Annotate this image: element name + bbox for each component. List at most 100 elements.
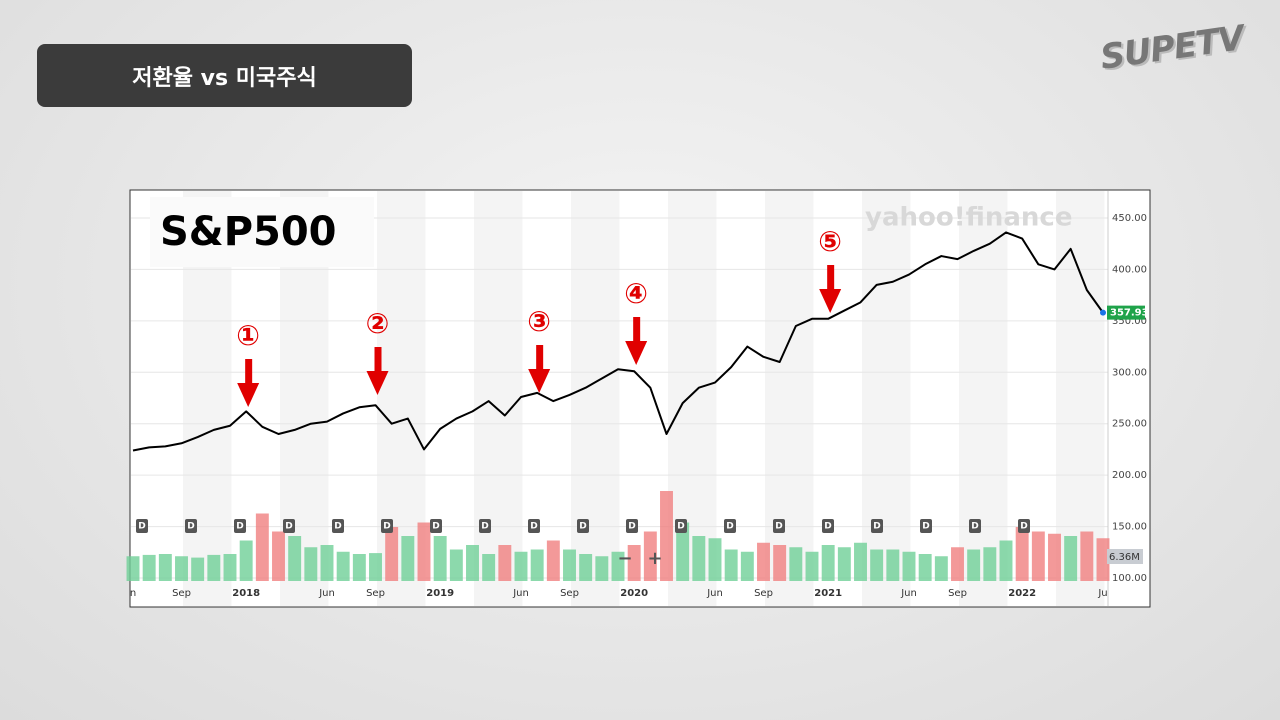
dividend-marker-bg	[920, 519, 932, 533]
y-tick-label: 150.00	[1112, 522, 1147, 533]
volume-bar	[967, 549, 981, 581]
annotation: ⑤	[818, 225, 842, 258]
band	[474, 191, 523, 606]
dividend-marker: D	[530, 522, 537, 532]
volume-bar	[757, 542, 770, 581]
x-tick-label: Jun	[318, 588, 335, 599]
volume-bar	[999, 540, 1013, 581]
dividend-marker-bg	[136, 519, 148, 533]
volume-bar	[983, 547, 997, 581]
dividend-marker: D	[579, 522, 586, 532]
x-tick-label: 2021	[814, 588, 842, 599]
dividend-marker-bg	[1018, 519, 1030, 533]
annotation: ①	[236, 319, 260, 352]
title-box: 저환율 vs 미국주식	[37, 44, 412, 107]
arrow-shaft	[536, 345, 544, 371]
x-tick-label: Sep	[560, 588, 579, 599]
zoom-button[interactable]: −	[617, 548, 632, 569]
price-tag-bg	[1107, 305, 1145, 320]
volume-bar	[417, 522, 431, 581]
volume-bar	[336, 551, 350, 581]
dividend-marker-bg	[871, 519, 883, 533]
volume-bar	[1064, 536, 1078, 581]
dividend-marker: D	[1020, 522, 1027, 532]
y-tick-label: 200.00	[1112, 470, 1147, 481]
volume-bar	[951, 547, 964, 581]
dividend-marker-bg	[430, 519, 442, 533]
dividend-marker-bg	[234, 519, 246, 533]
volume-bar	[643, 531, 657, 581]
volume-bar	[1031, 531, 1045, 581]
dividend-marker-bg	[528, 519, 540, 533]
volume-bar	[142, 554, 156, 581]
band	[765, 191, 814, 606]
dividend-marker: D	[922, 522, 929, 532]
volume-bar	[1048, 533, 1061, 581]
volume-bar	[546, 540, 560, 581]
volume-bar	[255, 513, 269, 581]
dividend-marker: D	[236, 522, 243, 532]
volume-bar	[1096, 538, 1110, 581]
y-tick-label: 250.00	[1112, 419, 1147, 430]
volume-label: 6.36M	[1109, 552, 1140, 563]
zoom-button[interactable]: +	[647, 548, 662, 569]
band	[668, 191, 717, 606]
arrow-shaft	[245, 359, 253, 385]
x-tick-label: 2018	[232, 588, 260, 599]
volume-bar	[449, 549, 463, 581]
y-tick-label: 400.00	[1112, 264, 1147, 275]
volume-bar	[870, 549, 884, 581]
y-tick-label: 350.00	[1112, 316, 1147, 327]
volume-bar	[207, 554, 221, 581]
arrow-head	[237, 383, 260, 407]
price-line	[132, 231, 1104, 452]
dividend-marker-bg	[969, 519, 981, 533]
band	[862, 191, 911, 606]
volume-bar	[660, 491, 673, 581]
x-tick-label: Sep	[172, 588, 191, 599]
x-tick-label: Jun	[900, 588, 917, 599]
volume-bar	[692, 536, 706, 581]
volume-bar	[676, 522, 690, 581]
x-tick-label: Sep	[366, 588, 385, 599]
page-title: 저환율 vs 미국주식	[132, 65, 317, 91]
volume-bar	[934, 556, 948, 581]
title-bg	[150, 197, 374, 267]
volume-bar	[805, 551, 819, 581]
dividend-marker: D	[138, 522, 145, 532]
volume-bar	[304, 547, 318, 581]
dividend-marker: D	[873, 522, 880, 532]
volume-bar	[320, 545, 334, 581]
price-tag: 357.93	[1110, 308, 1149, 319]
volume-bar	[1015, 527, 1029, 581]
volume-bar	[918, 554, 932, 581]
x-tick-label: 2020	[620, 588, 648, 599]
dividend-marker: D	[824, 522, 831, 532]
dividend-marker-bg	[675, 519, 687, 533]
volume-bar	[854, 542, 867, 581]
volume-bar	[158, 554, 172, 581]
dividend-marker-bg	[381, 519, 393, 533]
volume-bar	[886, 549, 900, 581]
x-tick-label: Sep	[754, 588, 773, 599]
dividend-marker: D	[432, 522, 439, 532]
arrow-shaft	[633, 317, 641, 343]
x-tick-label: n	[130, 588, 136, 599]
annotation: ②	[366, 307, 390, 340]
volume-bar	[466, 545, 479, 581]
dividend-marker-bg	[479, 519, 491, 533]
dividend-marker: D	[334, 522, 341, 532]
dividend-marker-bg	[185, 519, 197, 533]
volume-bar	[837, 547, 851, 581]
annotation: ④	[624, 277, 648, 310]
band	[1056, 191, 1105, 606]
volume-bar	[821, 545, 835, 581]
arrow-head	[819, 289, 842, 313]
dividend-marker-bg	[626, 519, 638, 533]
dividend-marker-bg	[773, 519, 785, 533]
dividend-marker: D	[971, 522, 978, 532]
volume-bar	[724, 549, 738, 581]
volume-bar	[482, 554, 496, 581]
last-point	[1100, 309, 1106, 316]
